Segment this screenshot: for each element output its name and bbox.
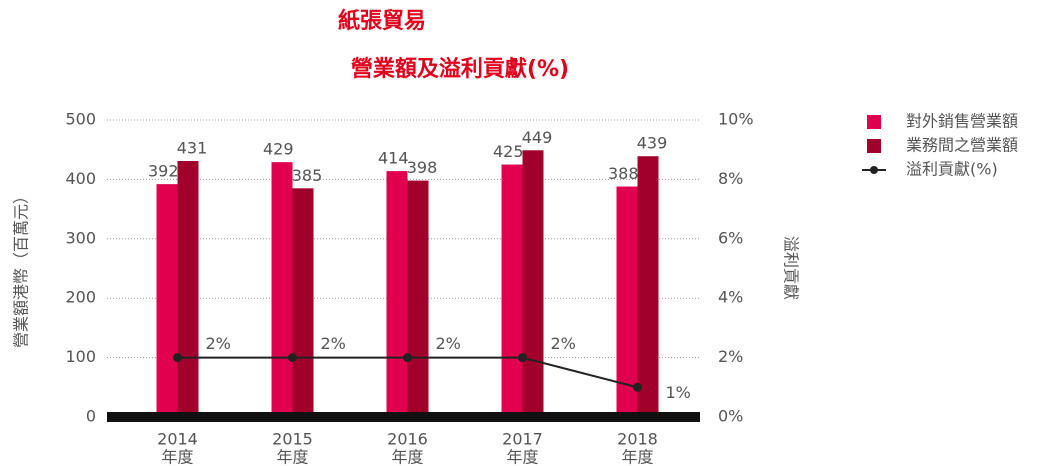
y-tick-label: 400 <box>65 169 96 188</box>
line-point <box>633 382 642 392</box>
y2-tick-label: 6% <box>718 228 743 247</box>
y2-tick-label: 2% <box>718 347 743 366</box>
line-point <box>518 353 527 363</box>
y2-tick-label: 8% <box>718 169 743 188</box>
bar <box>407 180 429 417</box>
legend-swatch <box>867 115 881 129</box>
x-tick-label: 2015 <box>272 430 313 449</box>
bar <box>501 164 523 417</box>
bar-value-label: 414 <box>378 149 409 168</box>
chart-title: 營業額及溢利貢獻(%) <box>351 56 569 82</box>
bar-value-label: 425 <box>493 142 524 161</box>
bar <box>292 188 314 417</box>
y2-tick-label: 10% <box>718 110 754 129</box>
bar-value-label: 431 <box>177 138 208 157</box>
bar <box>522 150 544 417</box>
line-point <box>288 353 297 363</box>
y2-tick-label: 0% <box>718 407 743 426</box>
x-tick-sublabel: 年度 <box>621 448 653 466</box>
y2-tick-label: 4% <box>718 288 743 307</box>
bar-value-label: 392 <box>148 162 179 181</box>
legend-label: 溢利貢獻(%) <box>906 160 998 179</box>
bar <box>637 156 659 417</box>
bar-value-label: 449 <box>522 128 553 147</box>
x-tick-sublabel: 年度 <box>276 448 308 466</box>
x-tick-label: 2018 <box>617 430 658 449</box>
x-tick-label: 2016 <box>387 430 428 449</box>
line-value-label: 2% <box>436 334 461 353</box>
y-tick-label: 100 <box>65 347 96 366</box>
bar <box>386 171 408 417</box>
y-axis-label: 營業額港幣（百萬元） <box>12 188 31 348</box>
bar-value-label: 439 <box>637 134 668 153</box>
bar <box>177 160 199 417</box>
legend-swatch <box>867 139 881 153</box>
legend-label: 業務間之營業額 <box>906 136 1018 155</box>
y-tick-label: 300 <box>65 228 96 247</box>
x-tick-sublabel: 年度 <box>161 448 193 466</box>
bar <box>271 162 293 417</box>
bar-value-label: 388 <box>608 164 639 183</box>
line-value-label: 1% <box>666 383 691 402</box>
x-tick-sublabel: 年度 <box>506 448 538 466</box>
bar <box>616 186 638 417</box>
line-value-label: 2% <box>321 334 346 353</box>
chart-title: 紙張貿易 <box>338 8 426 34</box>
x-axis-baseline <box>107 412 700 422</box>
x-tick-label: 2014 <box>157 430 198 449</box>
line-point <box>173 353 182 363</box>
y-tick-label: 0 <box>86 407 96 426</box>
line-value-label: 2% <box>551 334 576 353</box>
x-tick-label: 2017 <box>502 430 543 449</box>
bar-value-label: 385 <box>292 166 323 185</box>
line-point <box>403 353 412 363</box>
y-tick-label: 500 <box>65 110 96 129</box>
legend-marker <box>870 166 878 174</box>
line-value-label: 2% <box>206 334 231 353</box>
y-tick-label: 200 <box>65 288 96 307</box>
bar-value-label: 398 <box>407 158 438 177</box>
bar <box>156 184 178 417</box>
legend-label: 對外銷售營業額 <box>906 112 1018 131</box>
bar-value-label: 429 <box>263 140 294 159</box>
x-tick-sublabel: 年度 <box>391 448 423 466</box>
y2-axis-label: 溢利貢獻 <box>782 236 801 300</box>
